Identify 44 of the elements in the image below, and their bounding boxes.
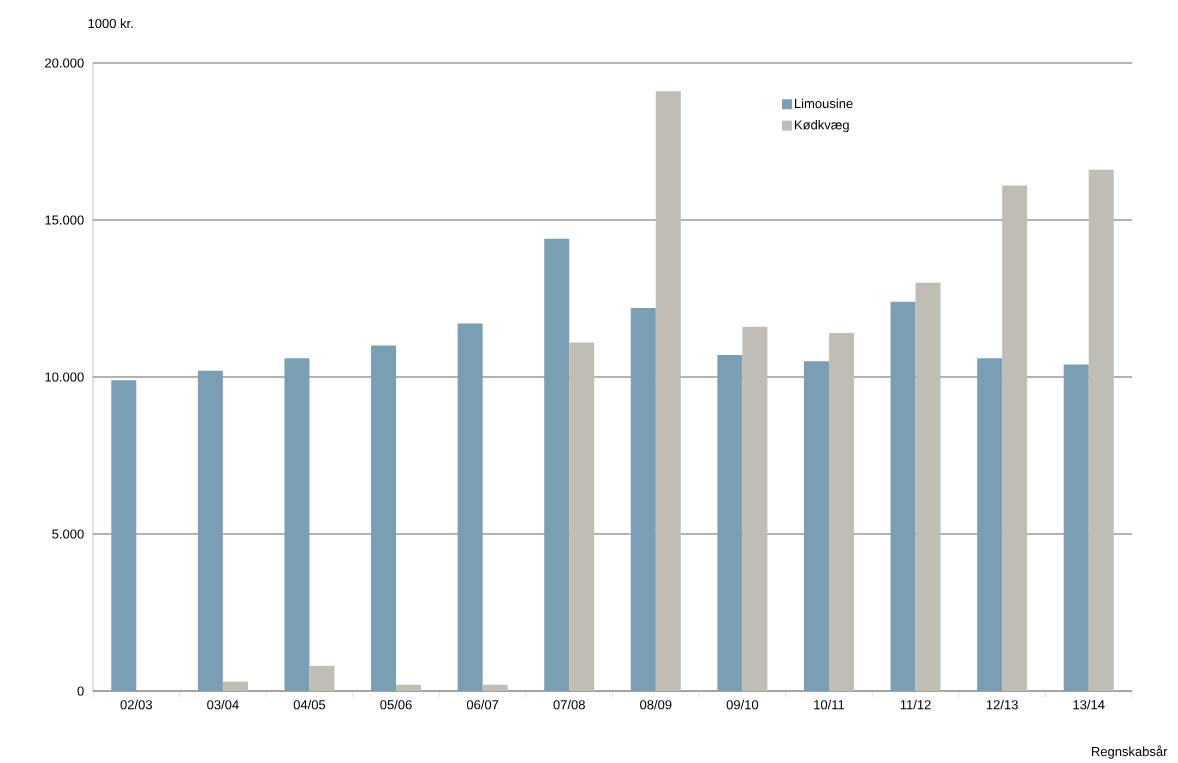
y-tick-label: 5.000 bbox=[52, 529, 84, 539]
y-axis-title: 1000 kr. bbox=[88, 18, 133, 29]
x-tick-label: 02/03 bbox=[120, 699, 152, 710]
bar bbox=[569, 342, 595, 691]
bar bbox=[915, 282, 941, 691]
legend-label: Limousine bbox=[795, 98, 853, 109]
x-tick-label: 03/04 bbox=[207, 699, 239, 710]
bar bbox=[977, 358, 1003, 691]
bar bbox=[222, 681, 248, 691]
bar bbox=[284, 358, 310, 691]
x-axis-title: Regnskabsår bbox=[1091, 745, 1168, 759]
legend-label: Kødkvæg bbox=[795, 119, 849, 133]
bar bbox=[197, 370, 223, 691]
x-tick-label: 07/08 bbox=[553, 699, 585, 710]
bar bbox=[717, 355, 743, 691]
y-tick-label: 10.000 bbox=[45, 372, 84, 382]
bar bbox=[309, 665, 335, 691]
bar bbox=[482, 684, 508, 691]
x-tick-label: 12/13 bbox=[986, 699, 1018, 710]
x-tick-label: 05/06 bbox=[380, 699, 412, 710]
y-tick-label: 20.000 bbox=[45, 58, 84, 68]
bar bbox=[111, 380, 137, 691]
y-tick-label: 15.000 bbox=[45, 215, 84, 225]
bar bbox=[1063, 364, 1089, 691]
x-tick-label: 04/05 bbox=[293, 699, 326, 710]
bar bbox=[544, 238, 570, 691]
x-tick-label: 06/07 bbox=[466, 699, 499, 710]
bar bbox=[630, 307, 656, 691]
bar bbox=[803, 361, 829, 691]
bar bbox=[890, 301, 916, 691]
bar bbox=[1088, 169, 1114, 691]
bar bbox=[1002, 185, 1028, 691]
x-tick-label: 10/11 bbox=[814, 699, 845, 710]
bar bbox=[828, 333, 854, 691]
bar bbox=[371, 345, 397, 691]
x-tick-label: 09/10 bbox=[726, 699, 759, 710]
bar bbox=[457, 323, 483, 691]
x-tick-label: 08/09 bbox=[640, 699, 672, 710]
x-tick-label: 11/12 bbox=[900, 699, 931, 710]
bar bbox=[655, 91, 681, 691]
x-tick-label: 13/14 bbox=[1073, 699, 1105, 710]
bar bbox=[742, 326, 768, 691]
y-tick-label: 0 bbox=[77, 686, 84, 696]
bar bbox=[396, 684, 422, 691]
